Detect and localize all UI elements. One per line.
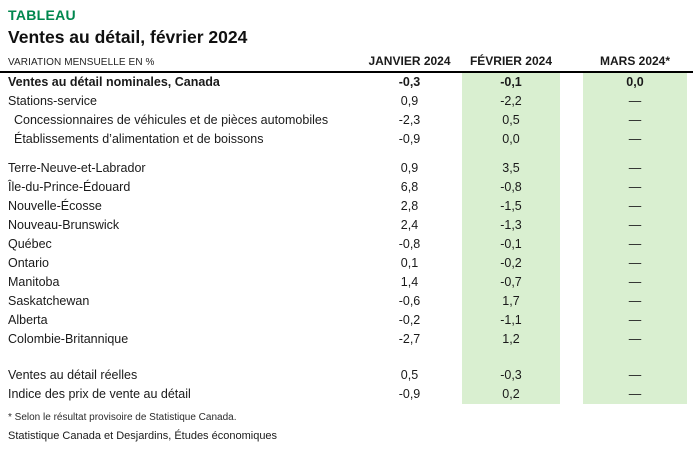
cell-fevrier: -0,8: [462, 178, 560, 197]
row-label: Établissements d’alimentation et de bois…: [14, 132, 264, 146]
cell-janvier: -2,7: [398, 332, 421, 346]
row-label: Alberta: [8, 313, 48, 327]
row-label: Concessionnaires de véhicules et de pièc…: [14, 113, 329, 127]
row-label: Saskatchewan: [8, 294, 90, 308]
row-label: Île-du-Prince-Édouard: [8, 180, 131, 194]
cell-fevrier: 0,2: [462, 385, 560, 404]
cell-mars: —: [583, 254, 687, 273]
table-row: Nouveau-Brunswick 2,4 -1,3 —: [0, 216, 693, 235]
cell-janvier: 0,9: [400, 94, 419, 108]
table-row: Terre-Neuve-et-Labrador 0,9 3,5 —: [0, 159, 693, 178]
cell-janvier: 0,5: [400, 368, 419, 382]
table-row: Concessionnaires de véhicules et de pièc…: [0, 111, 693, 130]
cell-mars: —: [583, 130, 687, 149]
cell-fevrier: 0,0: [462, 130, 560, 149]
table-row: Québec -0,8 -0,1 —: [0, 235, 693, 254]
row-label: Ventes au détail réelles: [8, 368, 138, 382]
cell-janvier: 6,8: [400, 180, 419, 194]
table-row: Stations-service 0,9 -2,2 —: [0, 92, 693, 111]
cell-fevrier: 0,5: [462, 111, 560, 130]
row-label: Ontario: [8, 256, 49, 270]
row-label: Terre-Neuve-et-Labrador: [8, 161, 146, 175]
cell-fevrier: -0,2: [462, 254, 560, 273]
table-row: Nouvelle-Écosse 2,8 -1,5 —: [0, 197, 693, 216]
cell-fevrier: -0,3: [462, 366, 560, 385]
cell-mars: 0,0: [583, 73, 687, 92]
cell-fevrier: 3,5: [462, 159, 560, 178]
cell-fevrier: -1,3: [462, 216, 560, 235]
row-label: Ventes au détail nominales, Canada: [8, 75, 220, 89]
cell-janvier: 0,1: [400, 256, 419, 270]
cell-janvier: -0,2: [398, 313, 421, 327]
section-spacer: [0, 149, 693, 159]
cell-fevrier: 1,2: [462, 330, 560, 349]
table-row: Indice des prix de vente au détail -0,9 …: [0, 385, 693, 404]
cell-fevrier: -0,7: [462, 273, 560, 292]
row-label: Nouveau-Brunswick: [8, 218, 120, 232]
table-row: Alberta -0,2 -1,1 —: [0, 311, 693, 330]
cell-mars: —: [583, 366, 687, 385]
cell-fevrier: -1,5: [462, 197, 560, 216]
table-row: Établissements d’alimentation et de bois…: [0, 130, 693, 149]
row-label: Indice des prix de vente au détail: [8, 387, 191, 401]
cell-mars: —: [583, 216, 687, 235]
cell-janvier: -2,3: [398, 113, 421, 127]
figure-title: Ventes au détail, février 2024: [8, 27, 248, 47]
cell-mars: —: [583, 178, 687, 197]
footnote-provisional: * Selon le résultat provisoire de Statis…: [8, 412, 237, 423]
cell-janvier: -0,6: [398, 294, 421, 308]
row-label: Québec: [8, 237, 52, 251]
table-row: Manitoba 1,4 -0,7 —: [0, 273, 693, 292]
cell-fevrier: -0,1: [462, 235, 560, 254]
table-row: Saskatchewan -0,6 1,7 —: [0, 292, 693, 311]
row-label: Colombie-Britannique: [8, 332, 129, 346]
table-row: Ontario 0,1 -0,2 —: [0, 254, 693, 273]
cell-mars: —: [583, 159, 687, 178]
figure-kicker: TABLEAU: [8, 7, 76, 23]
cell-mars: —: [583, 273, 687, 292]
column-header-row: VARIATION MENSUELLE EN % JANVIER 2024 FÉ…: [0, 50, 693, 73]
table-row: Île-du-Prince-Édouard 6,8 -0,8 —: [0, 178, 693, 197]
column-header-janvier: JANVIER 2024: [368, 54, 451, 68]
cell-mars: —: [583, 311, 687, 330]
table-row: Ventes au détail réelles 0,5 -0,3 —: [0, 366, 693, 385]
cell-janvier: -0,9: [398, 132, 421, 146]
unit-label: VARIATION MENSUELLE EN %: [8, 57, 155, 68]
cell-janvier: -0,8: [398, 237, 421, 251]
column-header-mars: MARS 2024*: [599, 54, 671, 68]
cell-janvier: -0,3: [398, 75, 421, 89]
cell-fevrier: 1,7: [462, 292, 560, 311]
table-row: Colombie-Britannique -2,7 1,2 —: [0, 330, 693, 349]
row-label: Nouvelle-Écosse: [8, 199, 102, 213]
cell-janvier: 2,4: [400, 218, 419, 232]
cell-mars: —: [583, 235, 687, 254]
cell-janvier: 2,8: [400, 199, 419, 213]
cell-mars: —: [583, 292, 687, 311]
cell-fevrier: -1,1: [462, 311, 560, 330]
cell-janvier: -0,9: [398, 387, 421, 401]
cell-mars: —: [583, 111, 687, 130]
cell-janvier: 0,9: [400, 161, 419, 175]
section-spacer: [0, 349, 693, 366]
row-label: Stations-service: [8, 94, 97, 108]
cell-fevrier: -0,1: [462, 73, 560, 92]
cell-janvier: 1,4: [400, 275, 419, 289]
cell-mars: —: [583, 330, 687, 349]
cell-mars: —: [583, 385, 687, 404]
cell-mars: —: [583, 92, 687, 111]
cell-mars: —: [583, 197, 687, 216]
table-row: Ventes au détail nominales, Canada -0,3 …: [0, 73, 693, 92]
row-label: Manitoba: [8, 275, 60, 289]
column-header-fevrier: FÉVRIER 2024: [469, 54, 553, 68]
cell-fevrier: -2,2: [462, 92, 560, 111]
footnote-source: Statistique Canada et Desjardins, Études…: [8, 430, 278, 442]
